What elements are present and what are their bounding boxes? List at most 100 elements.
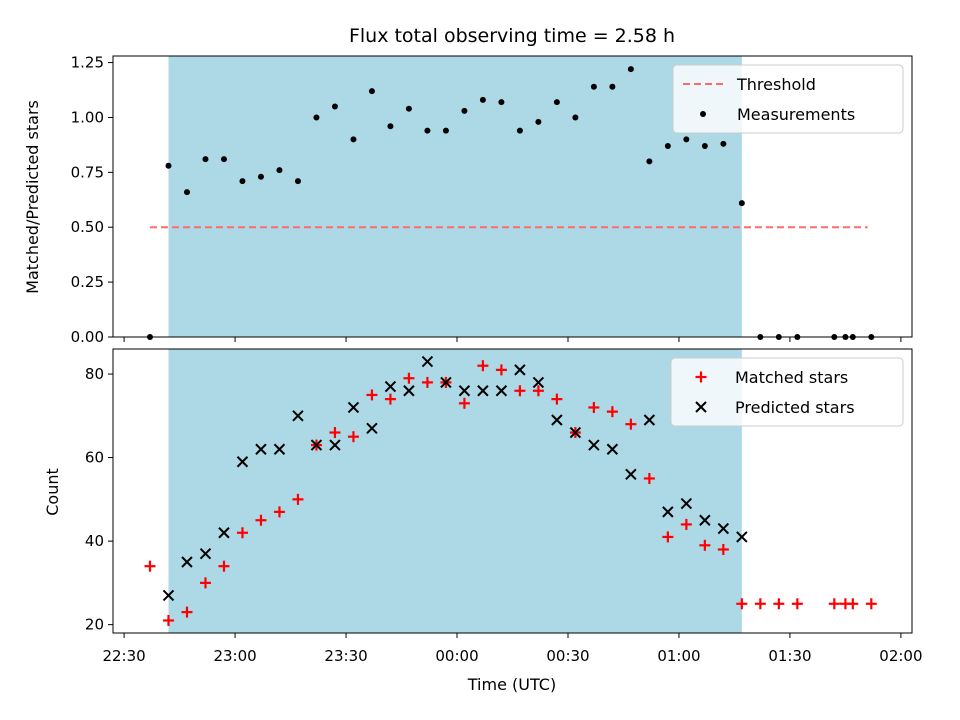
x-tick-label: 01:30: [768, 647, 811, 665]
measurement-point: [368, 88, 375, 95]
chart-title: Flux total observing time = 2.58 h: [349, 25, 675, 47]
x-tick-label: 00:00: [435, 647, 478, 665]
x-tick-label: 02:00: [879, 647, 922, 665]
measurement-point: [461, 107, 468, 114]
measurement-point: [424, 127, 431, 134]
x-tick-label: 22:30: [102, 647, 145, 665]
predicted-star-point: [440, 376, 452, 389]
legend-label: Matched stars: [735, 368, 848, 387]
matched-star-point: [791, 598, 803, 610]
x-stroke-2: [680, 497, 693, 510]
x-stroke-2: [551, 414, 563, 426]
axes-frame: [112, 348, 913, 634]
matched-star-point: [403, 372, 415, 384]
legend-box: [672, 64, 904, 134]
x-stroke-2: [199, 547, 212, 560]
x-stroke-2: [699, 514, 711, 526]
x-stroke-2: [643, 414, 656, 426]
x-stroke-2: [181, 556, 193, 568]
observing-span: [168, 349, 742, 633]
predicted-star-point: [310, 439, 323, 451]
x-stroke-2: [273, 443, 286, 455]
predicted-star-point: [366, 422, 378, 435]
matched-star-point: [181, 606, 193, 618]
x-stroke-2: [514, 364, 526, 376]
measurement-point: [220, 156, 227, 163]
legend-label: Predicted stars: [735, 398, 855, 417]
predicted-star-point: [717, 522, 730, 535]
matched-star-point: [273, 506, 285, 518]
measurement-point: [239, 178, 246, 185]
x-stroke-2: [625, 468, 637, 481]
predicted-star-point: [532, 376, 545, 389]
predicted-star-point: [162, 589, 175, 602]
matched-star-point: [532, 385, 544, 397]
x-stroke-2: [736, 531, 748, 543]
axes-frame: [112, 55, 913, 338]
matched-star-point: [699, 539, 711, 551]
matched-star-point: [736, 598, 748, 610]
measurement-point: [553, 99, 560, 106]
legend: Threshold Measurements: [672, 64, 904, 134]
x-stroke-2: [662, 506, 674, 518]
matched-star-point: [588, 401, 600, 413]
y-axis-label: Matched/Predicted stars: [23, 100, 42, 294]
matched-star-point: [199, 577, 211, 589]
predicted-star-point: [477, 385, 489, 397]
predicted-star-point: [421, 355, 434, 368]
y-tick-label: 60: [85, 449, 104, 467]
measurement-point: [627, 66, 634, 73]
matched-star-point: [384, 393, 396, 405]
predicted-star-point: [292, 410, 304, 422]
matched-star-point: [458, 397, 470, 409]
measurement-point: [535, 118, 542, 125]
measurement-point: [609, 83, 616, 90]
x-stroke-2: [440, 376, 452, 389]
matched-star-point: [255, 514, 267, 526]
measurement-point: [720, 140, 727, 147]
matched-star-point: [680, 518, 692, 530]
measurement-point: [479, 96, 486, 103]
matched-star-point: [514, 385, 526, 397]
measurement-point: [701, 143, 708, 150]
predicted-star-point: [403, 385, 415, 397]
predicted-star-point: [662, 506, 674, 518]
x-tick-label: 23:30: [324, 647, 367, 665]
predicted-star-point: [625, 468, 637, 481]
measurement-point: [683, 136, 690, 143]
predicted-star-point: [255, 443, 267, 455]
measurement-point: [738, 200, 745, 207]
series-predicted-stars: [162, 355, 748, 602]
x-tick-label: 00:30: [546, 647, 589, 665]
x-stroke-2: [236, 456, 249, 468]
measurement-point: [387, 123, 394, 130]
y-tick-label: 0.75: [71, 163, 104, 181]
matched-star-point: [551, 393, 563, 405]
measurement-point: [276, 167, 283, 174]
matched-star-point: [606, 406, 618, 418]
y-tick-label: 0.50: [71, 218, 104, 236]
matched-star-point: [162, 614, 174, 626]
matched-star-point: [495, 364, 507, 376]
matched-star-point: [643, 472, 655, 484]
x-stroke-2: [606, 443, 619, 455]
x-stroke-2: [347, 401, 360, 414]
matched-star-point: [421, 376, 433, 388]
x-tick-label: 23:00: [213, 647, 256, 665]
x-stroke-2: [695, 401, 707, 413]
matched-star-point: [477, 360, 489, 372]
measurement-point: [442, 127, 449, 134]
matched-star-point: [625, 418, 637, 430]
x-stroke-2: [329, 439, 341, 451]
legend-measurement-swatch: [700, 111, 706, 117]
x-stroke-2: [532, 376, 545, 389]
series-matched-stars: [144, 360, 877, 626]
legend-label: Threshold: [736, 75, 816, 94]
matched-star-point: [218, 560, 230, 572]
matched-star-point: [366, 389, 378, 401]
y-tick-label: 0.00: [71, 328, 104, 346]
matched-star-point: [662, 531, 674, 543]
series-measurements: [146, 66, 875, 340]
y-tick-label: 1.25: [71, 54, 104, 72]
